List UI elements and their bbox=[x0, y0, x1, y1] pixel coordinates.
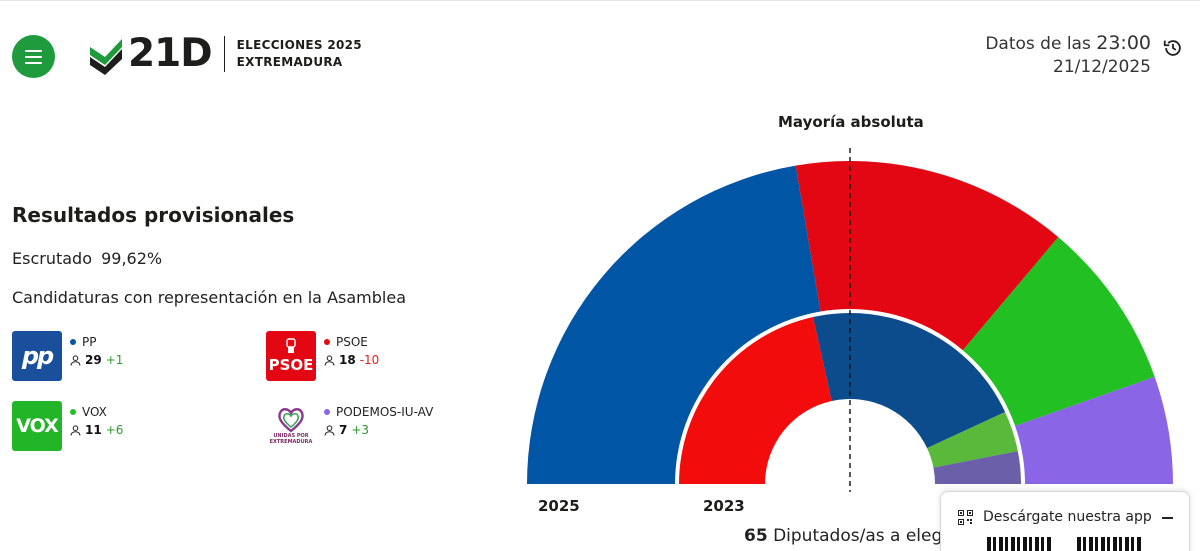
pp-logo-text: pp bbox=[21, 342, 54, 370]
party-info: PSOE 18 -10 bbox=[324, 331, 379, 367]
top-border bbox=[0, 0, 1200, 1]
minimize-icon[interactable] bbox=[1162, 517, 1173, 519]
party-name-text: PSOE bbox=[336, 335, 368, 349]
psoe-logo-text: PSOE bbox=[268, 356, 314, 374]
hemicycle-slice-2023-pp[interactable] bbox=[813, 313, 1006, 449]
seat-diff: +1 bbox=[105, 353, 124, 367]
party-card-vox[interactable]: VOX VOX 11 +6 bbox=[12, 401, 123, 451]
hemicycle-svg bbox=[527, 148, 1173, 492]
qr-code-icon bbox=[958, 509, 973, 525]
total-seats-text: Diputados/as a elegir bbox=[773, 526, 954, 546]
hemicycle-slice-2025-podemos-iu-av[interactable] bbox=[1015, 376, 1173, 484]
party-card-psoe[interactable]: PSOE PSOE 18 -10 bbox=[266, 331, 379, 381]
party-info: PODEMOS-IU-AV 7 +3 bbox=[324, 401, 433, 437]
majority-label: Mayoría absoluta bbox=[778, 113, 924, 131]
party-seats: 11 +6 bbox=[70, 423, 123, 437]
qr-code-image bbox=[987, 537, 1053, 551]
party-name-text: PP bbox=[82, 335, 97, 349]
hemicycle-slice-2023-vox[interactable] bbox=[927, 411, 1018, 468]
scrutiny-label: Escrutado bbox=[12, 249, 92, 268]
qr-code-image bbox=[1077, 537, 1143, 551]
menu-icon-bar bbox=[25, 55, 42, 58]
party-color-dot bbox=[70, 409, 76, 415]
menu-button[interactable] bbox=[12, 35, 55, 78]
party-name: PSOE bbox=[324, 335, 379, 349]
history-icon[interactable] bbox=[1162, 37, 1184, 59]
party-card-podemos[interactable]: UNIDAS POR EXTREMADURA PODEMOS-IU-AV 7 +… bbox=[266, 401, 433, 451]
menu-icon-bar bbox=[25, 61, 42, 64]
app-download-panel[interactable]: Descárgate nuestra app bbox=[940, 491, 1190, 551]
person-icon bbox=[70, 424, 81, 436]
logo-text: 21D bbox=[128, 31, 213, 76]
heart-icon bbox=[278, 408, 304, 433]
psoe-logo: PSOE bbox=[266, 331, 316, 381]
party-card-pp[interactable]: pp PP 29 +1 bbox=[12, 331, 123, 381]
party-name-text: VOX bbox=[82, 405, 107, 419]
hemicycle-slice-2025-psoe[interactable] bbox=[795, 160, 1059, 351]
logo-divider bbox=[223, 36, 225, 72]
seat-count: 18 bbox=[339, 353, 356, 367]
seat-count: 11 bbox=[85, 423, 102, 437]
app-panel-text: Descárgate nuestra app bbox=[983, 509, 1152, 525]
app-panel-header: Descárgate nuestra app bbox=[941, 492, 1189, 525]
logo-subtitle-line: EXTREMADURA bbox=[236, 55, 343, 69]
hemicycle-slice-2025-pp[interactable] bbox=[527, 165, 821, 484]
party-info: VOX 11 +6 bbox=[70, 401, 123, 437]
logo-subtitle: ELECCIONES 2025 EXTREMADURA bbox=[237, 37, 362, 71]
party-info: PP 29 +1 bbox=[70, 331, 123, 367]
party-seats: 7 +3 bbox=[324, 423, 433, 437]
total-seats-number: 65 bbox=[744, 526, 768, 546]
party-color-dot bbox=[324, 339, 330, 345]
unidas-logo: UNIDAS POR EXTREMADURA bbox=[266, 401, 316, 451]
year-label-inner: 2023 bbox=[703, 497, 745, 515]
person-icon bbox=[324, 424, 335, 436]
data-timestamp: Datos de las 23:00 21/12/2025 bbox=[985, 32, 1151, 79]
logo-subtitle-line: ELECCIONES 2025 bbox=[236, 38, 362, 52]
party-name: VOX bbox=[70, 405, 123, 419]
person-icon bbox=[70, 354, 81, 366]
scrutiny-value: 99,62% bbox=[101, 249, 163, 268]
party-seats: 18 -10 bbox=[324, 353, 379, 367]
seat-diff: +6 bbox=[105, 423, 124, 437]
seat-count: 7 bbox=[339, 423, 348, 437]
total-seats-label: 65 Diputados/as a elegir bbox=[744, 526, 954, 546]
scrutiny-status: Escrutado 99,62% bbox=[12, 249, 162, 268]
party-name: PODEMOS-IU-AV bbox=[324, 405, 433, 419]
hemicycle-chart: Mayoría absoluta 2025 2023 65 Diputados/… bbox=[500, 100, 1200, 551]
data-date: 21/12/2025 bbox=[1053, 57, 1151, 77]
vox-logo-text: VOX bbox=[16, 415, 58, 437]
seat-diff: -10 bbox=[359, 353, 380, 367]
qr-codes bbox=[987, 537, 1143, 551]
hemicycle-slice-2023-psoe[interactable] bbox=[679, 317, 832, 484]
results-title: Resultados provisionales bbox=[12, 203, 295, 227]
unidas-logo-text: UNIDAS POR EXTREMADURA bbox=[269, 433, 313, 445]
seat-diff: +3 bbox=[351, 423, 370, 437]
hemicycle-slice-2025-vox[interactable] bbox=[962, 237, 1155, 426]
hemicycle-slice-2023-podemos-iu-av[interactable] bbox=[933, 451, 1021, 484]
party-color-dot bbox=[70, 339, 76, 345]
vox-logo: VOX bbox=[12, 401, 62, 451]
menu-icon-bar bbox=[25, 49, 42, 52]
pp-logo: pp bbox=[12, 331, 62, 381]
person-icon bbox=[324, 354, 335, 366]
party-color-dot bbox=[324, 409, 330, 415]
data-time: 23:00 bbox=[1096, 32, 1151, 54]
seat-count: 29 bbox=[85, 353, 102, 367]
party-name: PP bbox=[70, 335, 123, 349]
party-seats: 29 +1 bbox=[70, 353, 123, 367]
party-name-text: PODEMOS-IU-AV bbox=[336, 405, 434, 419]
data-time-prefix: Datos de las bbox=[985, 34, 1091, 54]
candidacies-heading: Candidaturas con representación en la As… bbox=[12, 288, 406, 307]
rose-icon bbox=[286, 338, 296, 353]
site-logo[interactable]: 21D ELECCIONES 2025 EXTREMADURA bbox=[88, 33, 362, 75]
logo-check-icon bbox=[90, 39, 122, 75]
year-label-outer: 2025 bbox=[538, 497, 580, 515]
data-time-line: Datos de las 23:00 bbox=[985, 32, 1151, 55]
